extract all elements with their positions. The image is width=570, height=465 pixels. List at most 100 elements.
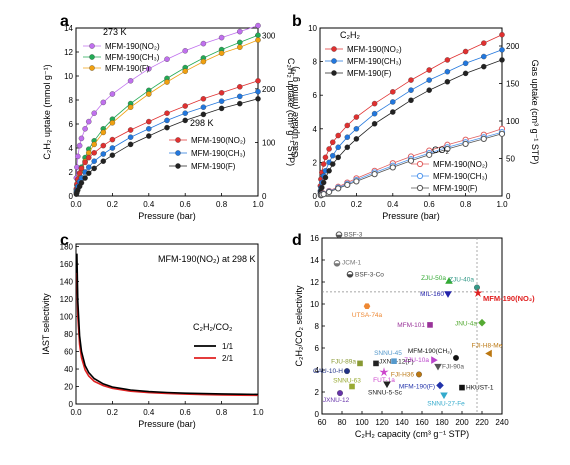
y2-tick-label: 200 [506, 42, 520, 51]
y-tick-label: 2 [69, 168, 74, 177]
plot-frame [319, 27, 503, 197]
y2-tick-label: 50 [506, 155, 515, 164]
data-point [218, 50, 225, 56]
y-tick-label: 10 [310, 300, 319, 309]
point-snnu-63: SNNU-63 [333, 378, 361, 390]
data-point [371, 110, 378, 117]
x-tick-label: 160 [415, 418, 429, 427]
data-point [344, 368, 350, 375]
data-point [91, 110, 97, 116]
x-tick-label: 0.6 [424, 200, 436, 209]
data-point [319, 184, 325, 191]
data-point [146, 126, 152, 132]
data-label: MFM-190(NO₂) [483, 294, 535, 303]
legend-marker [175, 150, 181, 156]
data-point [100, 99, 107, 106]
y2-tick-label: 100 [262, 138, 276, 147]
legend-marker [331, 70, 337, 76]
panel-letter-d: d [292, 232, 302, 249]
legend-label: MFM-190(CH₃) [191, 149, 246, 158]
y-tick-label: 0 [313, 192, 318, 201]
plot-frame [75, 243, 259, 405]
series-mfm-190-no-c-h [317, 31, 505, 189]
data-point [91, 150, 97, 156]
y2-tick-label: 100 [506, 117, 520, 126]
data-label: ZJU-40a [449, 277, 474, 284]
data-point [347, 274, 353, 278]
y-tick-label: 6 [69, 120, 74, 129]
y-tick-label: 120 [60, 295, 74, 304]
data-point [383, 381, 391, 389]
point-zju-10a: ZJU-10a [404, 356, 438, 364]
data-label: MFM-190(F) [399, 383, 435, 390]
data-point [426, 67, 432, 73]
data-point [109, 91, 116, 97]
data-point [91, 158, 97, 164]
data-point [373, 360, 379, 367]
y-tick-label: 10 [308, 24, 317, 33]
data-point [445, 277, 453, 284]
data-point [444, 68, 451, 75]
legend-marker [416, 184, 424, 192]
legend-label: MFM-190(F) [191, 162, 236, 171]
data-point [353, 126, 360, 132]
panel-b-gas-uptake-chart: 0.0 0.2 0.4 0.6 0.8 1.00246810050100150200Pre… [290, 24, 540, 221]
data-point [127, 78, 134, 84]
y-tick-label: 2 [313, 158, 318, 167]
y-tick-label: 0 [315, 410, 320, 419]
point-jxnu-12: JXNU-12 [323, 390, 350, 404]
data-point [426, 151, 433, 158]
data-point [478, 318, 486, 327]
data-point [329, 161, 336, 167]
y-tick-label: 0 [69, 192, 74, 201]
data-label: UTSA-74a [352, 312, 383, 319]
legend-co2: CO₂ MFM-190(NO₂) MFM-190(CH₃) MFM-190(F) [411, 145, 488, 193]
data-point [100, 158, 107, 164]
series-mfm-190-f-co [317, 130, 506, 199]
data-point [82, 159, 88, 166]
panel-letter-b: b [292, 13, 302, 30]
x-tick-label: 0.0 [70, 200, 82, 209]
y-tick-label: 14 [64, 24, 73, 33]
panel-letter-a: a [60, 13, 69, 30]
legend-label: MFM-190(CH₃) [347, 57, 402, 66]
x-tick-label: 0.0 [314, 200, 326, 209]
legend-label: MFM-190(F) [433, 184, 478, 193]
series-line-1-1 [76, 253, 259, 396]
data-point [109, 145, 116, 151]
data-label: MFM-190(CH₃) [408, 348, 452, 355]
data-point [164, 56, 170, 62]
legend-marker [89, 65, 95, 71]
x-tick-label: 200 [455, 418, 469, 427]
data-point [255, 78, 261, 84]
x-tick-label: 100 [355, 418, 369, 427]
data-label: JCM-1 [342, 259, 362, 266]
y-tick-label: 140 [60, 278, 74, 287]
data-point [371, 100, 378, 107]
y-tick-label: 12 [64, 48, 73, 57]
panel-c-iast-chart: 0.0 0.2 0.4 0.6 0.8 1.0 0 20 40 60 80 100 120 140 160 1… [41, 243, 264, 429]
y-tick-label: 100 [60, 313, 74, 322]
data-point [335, 132, 341, 139]
data-label: BSF-3-Co [355, 271, 384, 278]
x-tick-label: 240 [495, 418, 509, 427]
point-mfm-190-no: MFM-190(NO₂) [473, 288, 535, 303]
point-snnu-5-sc: SNNU-5-Sc [368, 381, 403, 396]
data-point [182, 103, 188, 109]
data-point [498, 130, 506, 137]
y-tick-label: 8 [315, 322, 320, 331]
data-point [109, 136, 116, 143]
data-label: FJU-89a [331, 358, 356, 365]
y-tick-label: 160 [60, 260, 74, 269]
data-label: HKUST-1 [466, 385, 494, 392]
x-axis-label: C₂H₂ capacity (cm³ g⁻¹ STP) [355, 429, 469, 439]
data-point [127, 104, 134, 110]
legend-label: 2/1 [222, 354, 234, 363]
y-tick-label: 8 [69, 96, 74, 105]
data-point [371, 171, 378, 178]
y-tick-label: 40 [64, 365, 73, 374]
legend-label: MFM-190(F) [105, 64, 150, 73]
data-point [444, 291, 452, 298]
legend-label: MFM-190(F) [347, 69, 392, 78]
